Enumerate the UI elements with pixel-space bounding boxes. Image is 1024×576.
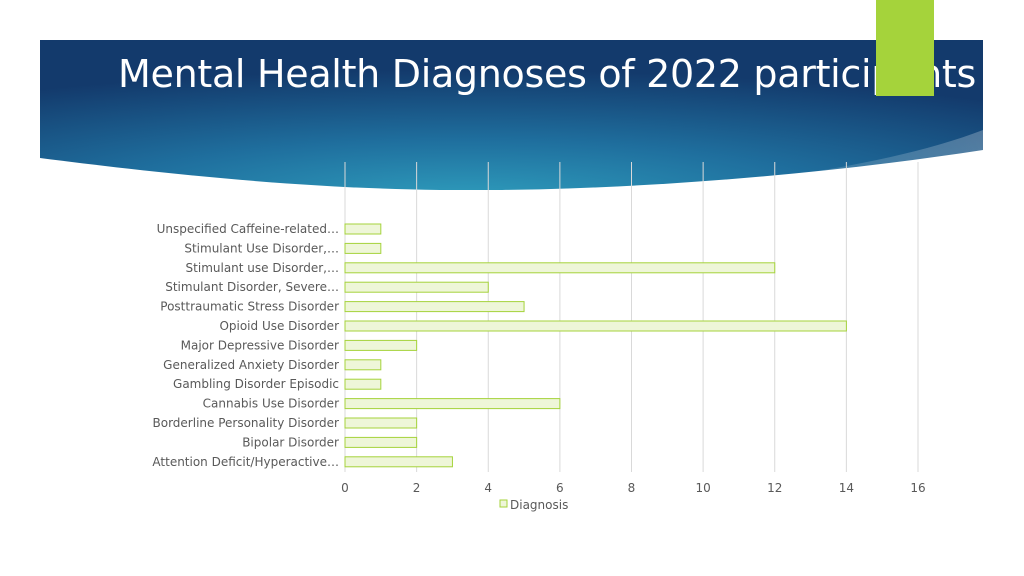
category-label: Unspecified Caffeine-related…: [157, 222, 339, 236]
category-label: Borderline Personality Disorder: [153, 416, 340, 430]
bar-10: [344, 417, 418, 429]
bar-7: [344, 359, 382, 371]
x-tick-label: 14: [839, 481, 854, 495]
category-label: Generalized Anxiety Disorder: [163, 358, 339, 372]
x-tick-label: 6: [556, 481, 564, 495]
x-tick-label: 4: [484, 481, 492, 495]
x-tick-label: 2: [413, 481, 421, 495]
category-label: Major Depressive Disorder: [181, 338, 339, 352]
bar-2: [344, 262, 776, 274]
legend-label: Diagnosis: [510, 498, 568, 512]
category-label: Gambling Disorder Episodic: [173, 377, 339, 391]
bar-5: [344, 320, 847, 332]
category-label: Cannabis Use Disorder: [203, 397, 339, 411]
bar-3: [344, 281, 489, 293]
legend-swatch: [499, 499, 508, 508]
category-label: Stimulant Use Disorder,…: [184, 241, 339, 255]
x-tick-label: 8: [628, 481, 636, 495]
bar-4: [344, 301, 525, 313]
category-label: Stimulant use Disorder,…: [186, 261, 339, 275]
title-banner: [40, 40, 983, 190]
bar-11: [344, 436, 418, 448]
category-label: Opioid Use Disorder: [219, 319, 339, 333]
bar-0: [344, 223, 382, 235]
bar-8: [344, 378, 382, 390]
bar-12: [344, 456, 453, 468]
category-label: Attention Deficit/Hyperactive…: [152, 455, 339, 469]
x-tick-label: 10: [695, 481, 710, 495]
x-tick-label: 16: [910, 481, 925, 495]
bar-6: [344, 339, 418, 351]
category-label: Stimulant Disorder, Severe…: [165, 280, 339, 294]
bar-9: [344, 398, 561, 410]
category-label: Bipolar Disorder: [242, 435, 339, 449]
x-tick-label: 12: [767, 481, 782, 495]
accent-bar: [876, 0, 934, 96]
category-label: Posttraumatic Stress Disorder: [160, 300, 339, 314]
x-tick-label: 0: [341, 481, 349, 495]
bar-1: [344, 242, 382, 254]
slide-title: Mental Health Diagnoses of 2022 particip…: [118, 52, 976, 96]
